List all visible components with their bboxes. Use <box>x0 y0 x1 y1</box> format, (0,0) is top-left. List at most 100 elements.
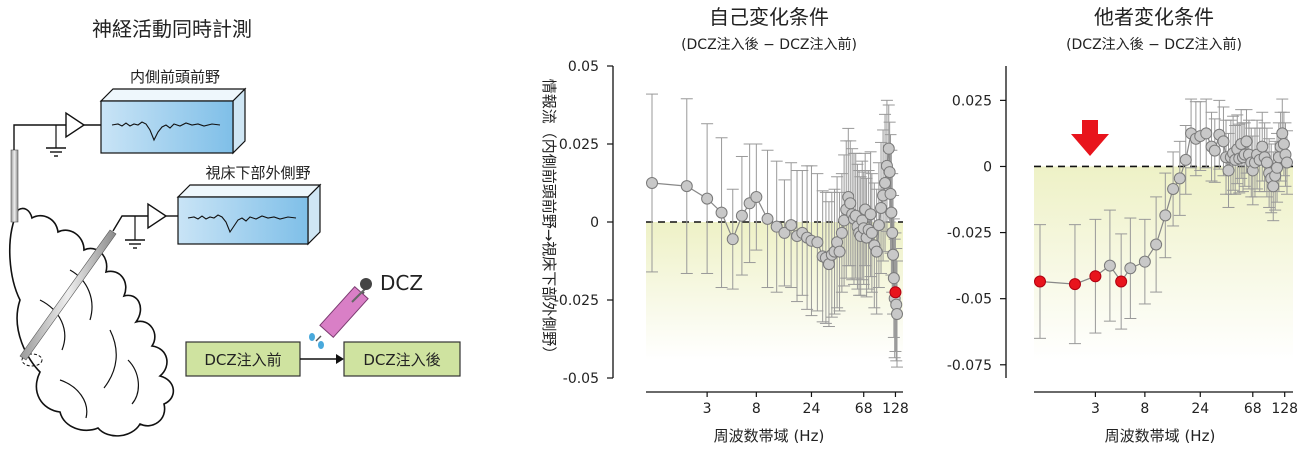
negative-shade <box>1034 166 1293 360</box>
y-tick-label: -0.025 <box>554 293 599 309</box>
data-point <box>770 220 783 233</box>
probe-b <box>19 229 117 361</box>
before-label: DCZ注入前 <box>204 351 281 369</box>
data-point <box>1281 156 1293 169</box>
amplifier-a-icon <box>65 111 86 139</box>
data-point <box>1167 182 1180 195</box>
y-tick-label: 0 <box>983 159 992 175</box>
data-point <box>750 191 763 204</box>
data-point <box>680 180 693 193</box>
chart1-subtitle: (DCZ注入後 − DCZ注入前) <box>681 36 857 53</box>
brain-outline <box>8 207 175 437</box>
data-point <box>1271 161 1284 174</box>
negative-shade <box>646 222 903 360</box>
data-point <box>835 226 848 239</box>
significant-point <box>889 286 902 299</box>
brain-sulcus <box>39 269 139 419</box>
chart1-xlabel: 周波数帯域 (Hz) <box>714 427 825 445</box>
data-point <box>1222 164 1235 177</box>
recording-box-a <box>99 87 247 155</box>
target-region <box>21 353 43 367</box>
data-point <box>844 197 857 210</box>
x-tick-label: 24 <box>1191 401 1209 417</box>
data-point <box>879 177 892 189</box>
data-point <box>715 206 728 219</box>
chart1-title: 自己変化条件 <box>709 5 829 29</box>
recording-box-b <box>176 183 322 246</box>
data-point <box>726 233 739 246</box>
data-point <box>1267 180 1280 193</box>
syringe-icon <box>309 278 372 349</box>
data-point <box>872 219 885 232</box>
x-tick-label: 128 <box>1271 401 1298 417</box>
data-point <box>1173 172 1186 185</box>
y-tick-label: 0.025 <box>952 93 992 109</box>
data-point <box>865 226 878 239</box>
amplifier-b-icon <box>147 202 168 230</box>
probe-a <box>10 149 19 223</box>
chart2-xlabel: 周波数帯域 (Hz) <box>1105 427 1216 445</box>
significant-point <box>1115 275 1128 288</box>
data-point <box>885 206 898 219</box>
x-tick-label: 8 <box>752 401 761 417</box>
data-point <box>870 245 883 258</box>
x-tick-label: 68 <box>855 401 873 417</box>
data-point <box>1217 135 1230 148</box>
data-point <box>875 201 888 214</box>
data-point <box>735 209 748 222</box>
data-point <box>1124 262 1137 275</box>
x-tick-label: 68 <box>1244 401 1262 417</box>
data-point <box>1276 127 1289 140</box>
y-axis-label: 情報流（内側前頭前野→視床下部外側野） <box>540 79 558 362</box>
data-point <box>886 226 899 239</box>
after-label: DCZ注入後 <box>363 351 440 369</box>
x-tick-label: 3 <box>1091 401 1100 417</box>
data-point <box>1277 138 1290 150</box>
chart-self-change: 自己変化条件 (DCZ注入後 − DCZ注入前) 周波数帯域 (Hz) -0.0… <box>554 5 909 445</box>
data-point <box>864 208 877 221</box>
data-point <box>833 245 846 258</box>
data-point <box>1260 156 1273 169</box>
significant-point <box>1034 275 1046 288</box>
x-tick-label: 128 <box>882 401 909 417</box>
chart-other-change: 他者変化条件 (DCZ注入後 − DCZ注入前) 周波数帯域 (Hz) -0.0… <box>947 5 1298 445</box>
data-point <box>778 226 791 239</box>
data-point <box>761 212 774 225</box>
data-point <box>1200 127 1213 140</box>
data-point <box>882 142 895 155</box>
schematic-title: 神経活動同時計測 <box>92 17 252 41</box>
y-tick-label: 0 <box>590 215 599 231</box>
data-point <box>887 248 900 261</box>
schematic: 神経活動同時計測 内側前頭前野 視床下部外側野 <box>8 17 461 437</box>
data-point <box>1103 259 1116 272</box>
data-point <box>1256 140 1269 153</box>
data-point <box>1138 255 1151 268</box>
chart2-title: 他者変化条件 <box>1094 5 1214 29</box>
after-box <box>343 341 461 377</box>
down-arrow-icon <box>1071 120 1109 156</box>
x-tick-label: 8 <box>1140 401 1149 417</box>
y-tick-label: 0.025 <box>559 137 599 153</box>
data-point <box>1240 135 1253 148</box>
data-point <box>701 192 714 205</box>
data-point <box>884 187 897 200</box>
x-tick-label: 24 <box>803 401 821 417</box>
y-tick-label: -0.05 <box>563 371 599 387</box>
significant-point <box>1089 270 1102 283</box>
data-point <box>1159 209 1172 222</box>
data-point <box>887 272 900 285</box>
y-tick-label: -0.075 <box>947 358 992 374</box>
data-point <box>811 236 824 249</box>
data-point <box>883 166 896 179</box>
data-point <box>1208 144 1221 157</box>
data-point <box>1150 238 1163 251</box>
y-tick-label: -0.025 <box>947 226 992 242</box>
region-a-label: 内側前頭前野 <box>130 68 220 86</box>
significant-point <box>1068 278 1081 291</box>
x-tick-label: 3 <box>703 401 712 417</box>
y-tick-label: -0.05 <box>956 292 992 308</box>
y-tick-label: 0.05 <box>568 59 599 75</box>
data-point <box>646 177 658 189</box>
chart1-plot: -0.05 -0.025 0 0.025 0.05 3 8 24 68 128 <box>554 59 909 417</box>
